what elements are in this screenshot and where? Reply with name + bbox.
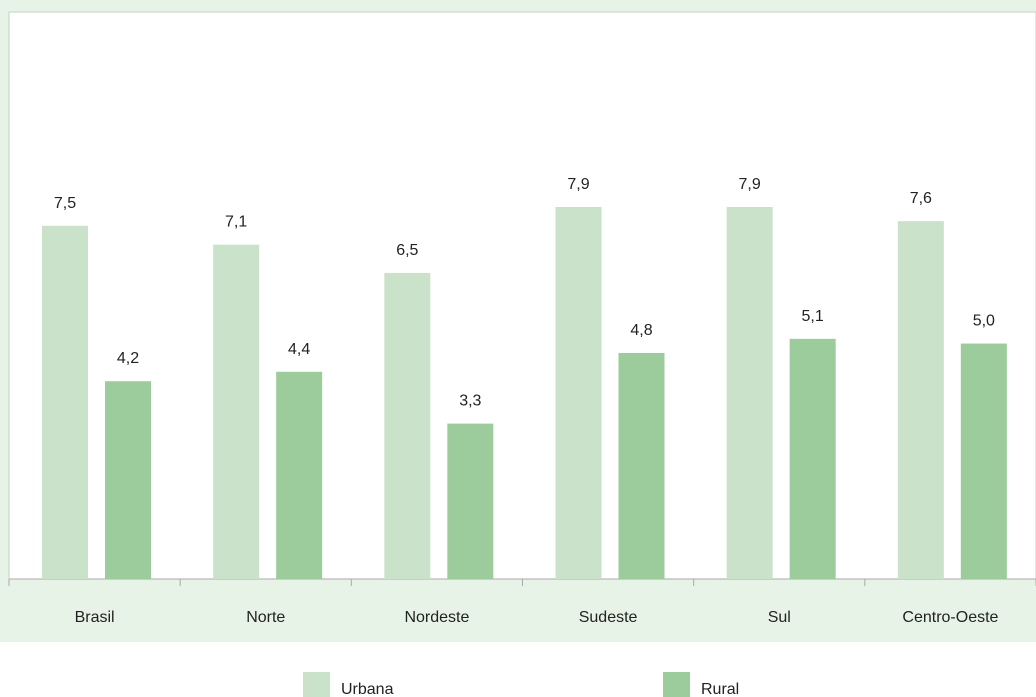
plot-area (8, 11, 1036, 580)
legend-label: Urbana (341, 681, 394, 697)
value-label: 7,5 (54, 195, 76, 212)
bar-rural (960, 343, 1007, 579)
legend: Urbana Rural (303, 672, 739, 697)
category-label: Brasil (75, 609, 115, 626)
bars-group (42, 207, 1007, 579)
value-label: 6,5 (396, 242, 418, 259)
value-label: 5,1 (802, 308, 824, 325)
value-label: 4,2 (117, 350, 139, 367)
value-label: 4,8 (630, 322, 652, 339)
value-label: 3,3 (459, 393, 481, 410)
bar-urbana (384, 272, 431, 579)
value-labels-group: 7,5 4,2 7,1 4,4 6,5 3,3 7,9 4,8 7,9 5,1 7,6 5,0 (54, 176, 995, 410)
value-label: 7,6 (910, 190, 932, 207)
category-label: Nordeste (404, 609, 469, 626)
bar-urbana (42, 225, 88, 579)
legend-swatch-urbana (303, 672, 330, 697)
value-label: 7,1 (225, 214, 247, 231)
bar-rural (105, 381, 151, 579)
value-label: 7,9 (567, 176, 589, 193)
value-label: 4,4 (288, 341, 310, 358)
category-label: Norte (246, 609, 285, 626)
bar-urbana (897, 221, 944, 579)
bar-urbana (555, 207, 602, 579)
bar-urbana (726, 207, 773, 579)
legend-label: Rural (701, 681, 739, 697)
value-label: 5,0 (973, 313, 995, 330)
bar-rural (447, 423, 494, 579)
bar-rural (618, 352, 665, 579)
category-label: Sul (768, 609, 791, 626)
bar-rural (789, 338, 836, 579)
category-labels-group: Brasil Norte Nordeste Sudeste Sul Centro-Oest… (75, 609, 999, 626)
category-label: Centro-Oeste (902, 609, 998, 626)
value-label: 7,9 (739, 176, 761, 193)
bar-rural (276, 371, 323, 579)
category-label: Sudeste (579, 609, 638, 626)
bar-urbana (213, 244, 260, 579)
x-axis-ticks (8, 579, 1036, 586)
legend-swatch-rural (663, 672, 690, 697)
